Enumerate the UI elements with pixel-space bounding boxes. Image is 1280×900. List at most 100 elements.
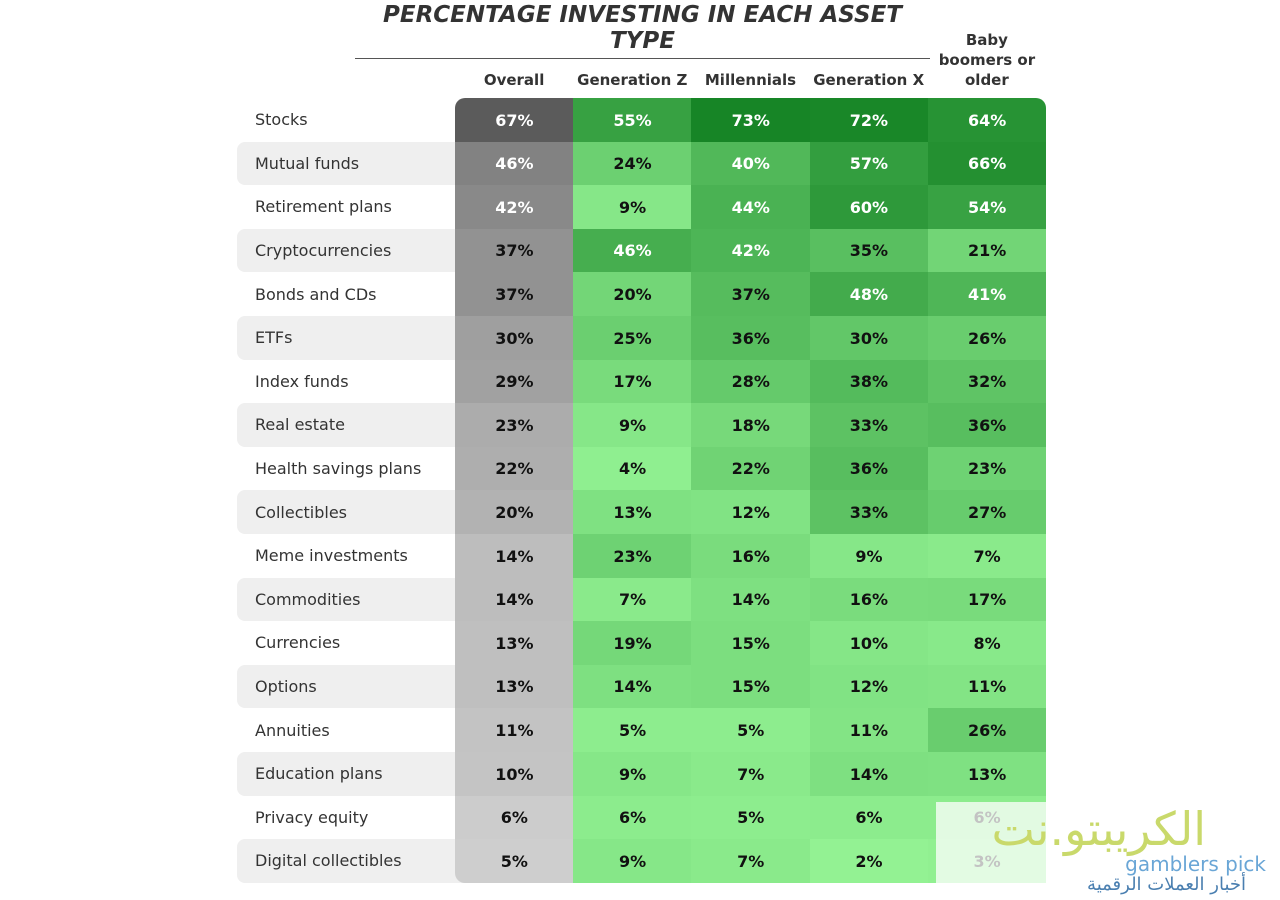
value-cell: 30% (455, 316, 574, 361)
value-cell: 6% (573, 795, 692, 840)
value-cell: 13% (455, 621, 574, 666)
value-cell: 23% (573, 534, 692, 579)
value-cell: 9% (809, 534, 929, 579)
title: PERCENTAGE INVESTING IN EACH ASSET TYPE (355, 2, 930, 59)
value-cell: 19% (573, 621, 692, 666)
row-label: Education plans (237, 752, 467, 796)
value-cell: 27% (927, 490, 1047, 535)
value-cell: 57% (809, 141, 929, 186)
row-label: Real estate (237, 403, 467, 447)
value-cell: 16% (809, 577, 929, 622)
value-cell: 12% (691, 490, 811, 535)
value-cell: 42% (691, 228, 811, 273)
value-cell: 14% (455, 534, 574, 579)
row-label: Cryptocurrencies (237, 228, 467, 273)
value-cell: 6% (455, 795, 574, 840)
column-header: Baby boomers or older (938, 31, 1036, 89)
value-cell: 7% (573, 577, 692, 622)
row-label: Stocks (255, 110, 308, 130)
row-label: Currencies (255, 633, 341, 653)
watermark-partner: gamblers pick (1125, 852, 1266, 876)
value-cell: 38% (809, 359, 929, 404)
value-cell: 9% (573, 403, 692, 448)
value-cell: 5% (573, 708, 692, 753)
value-cell: 15% (691, 664, 811, 709)
row-label: Bonds and CDs (255, 284, 377, 304)
row-label: Mutual funds (237, 141, 467, 186)
value-cell: 20% (455, 490, 574, 535)
value-cell: 25% (573, 316, 692, 361)
value-cell: 14% (809, 752, 929, 797)
value-cell: 21% (927, 228, 1047, 273)
value-cell: 67% (455, 98, 574, 143)
value-cell: 14% (455, 577, 574, 622)
value-cell: 23% (455, 403, 574, 448)
row-label: Privacy equity (255, 807, 369, 827)
watermark: الكريبتو.نت gamblers pick أخبار العملات … (936, 802, 1276, 898)
value-cell: 24% (573, 141, 692, 186)
value-cell: 41% (927, 272, 1047, 317)
value-cell: 37% (455, 272, 574, 317)
value-cell: 28% (691, 359, 811, 404)
row-label: Retirement plans (255, 197, 392, 217)
value-cell: 6% (809, 795, 929, 840)
value-cell: 11% (455, 708, 574, 753)
column-header: Generation X (813, 71, 925, 89)
value-cell: 30% (809, 316, 929, 361)
value-cell: 14% (691, 577, 811, 622)
watermark-sub: أخبار العملات الرقمية (1087, 874, 1246, 895)
value-cell: 36% (809, 446, 929, 491)
value-cell: 12% (809, 664, 929, 709)
row-label: Health savings plans (255, 459, 422, 479)
value-cell: 11% (927, 664, 1047, 709)
row-label: Options (237, 664, 467, 709)
value-cell: 5% (455, 839, 574, 884)
value-cell: 73% (691, 98, 811, 143)
value-cell: 13% (455, 664, 574, 709)
value-cell: 48% (809, 272, 929, 317)
value-cell: 54% (927, 185, 1047, 230)
value-cell: 16% (691, 534, 811, 579)
column-header: Overall (483, 71, 545, 89)
value-cell: 10% (809, 621, 929, 666)
value-cell: 22% (455, 446, 574, 491)
value-cell: 37% (455, 228, 574, 273)
value-cell: 35% (809, 228, 929, 273)
value-cell: 46% (455, 141, 574, 186)
value-cell: 60% (809, 185, 929, 230)
value-cell: 44% (691, 185, 811, 230)
value-cell: 64% (927, 98, 1047, 143)
value-cell: 33% (809, 490, 929, 535)
value-cell: 32% (927, 359, 1047, 404)
value-cell: 7% (927, 534, 1047, 579)
row-label: Annuities (255, 720, 330, 740)
value-cell: 9% (573, 185, 692, 230)
value-cell: 66% (927, 141, 1047, 186)
row-label: Index funds (255, 371, 349, 391)
value-cell: 22% (691, 446, 811, 491)
column-header: Generation Z (577, 71, 688, 89)
value-cell: 7% (691, 752, 811, 797)
value-cell: 36% (927, 403, 1047, 448)
value-cell: 20% (573, 272, 692, 317)
value-cell: 13% (573, 490, 692, 535)
value-cell: 11% (809, 708, 929, 753)
value-cell: 2% (809, 839, 929, 884)
value-cell: 15% (691, 621, 811, 666)
value-cell: 17% (573, 359, 692, 404)
value-cell: 36% (691, 316, 811, 361)
value-cell: 9% (573, 752, 692, 797)
value-cell: 26% (927, 316, 1047, 361)
value-cell: 14% (573, 664, 692, 709)
row-label: Collectibles (237, 490, 467, 534)
row-label: Digital collectibles (237, 839, 467, 883)
value-cell: 42% (455, 185, 574, 230)
watermark-brand: الكريبتو.نت (991, 802, 1206, 856)
value-cell: 26% (927, 708, 1047, 753)
value-cell: 46% (573, 228, 692, 273)
value-cell: 37% (691, 272, 811, 317)
value-cell: 13% (927, 752, 1047, 797)
value-cell: 72% (809, 98, 929, 143)
value-cell: 9% (573, 839, 692, 884)
